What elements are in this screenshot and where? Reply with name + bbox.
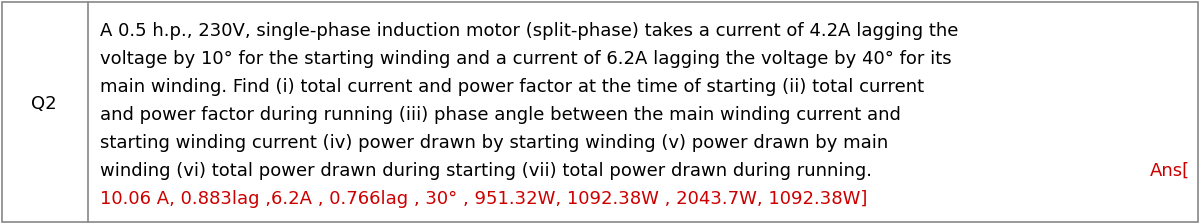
Text: Q2: Q2 <box>31 95 56 113</box>
Text: starting winding current (iv) power drawn by starting winding (v) power drawn by: starting winding current (iv) power draw… <box>100 134 888 152</box>
Text: 10.06 A, 0.883lag ,6.2A , 0.766lag , 30° , 951.32W, 1092.38W , 2043.7W, 1092.38W: 10.06 A, 0.883lag ,6.2A , 0.766lag , 30°… <box>100 190 868 208</box>
Text: winding (vi) total power drawn during starting (vii) total power drawn during ru: winding (vi) total power drawn during st… <box>100 162 872 180</box>
Text: Ans[: Ans[ <box>1150 162 1190 180</box>
Text: and power factor during running (iii) phase angle between the main winding curre: and power factor during running (iii) ph… <box>100 106 901 124</box>
Text: voltage by 10° for the starting winding and a current of 6.2A lagging the voltag: voltage by 10° for the starting winding … <box>100 50 952 68</box>
Text: A 0.5 h.p., 230V, single-phase induction motor (split-phase) takes a current of : A 0.5 h.p., 230V, single-phase induction… <box>100 22 959 40</box>
Text: main winding. Find (i) total current and power factor at the time of starting (i: main winding. Find (i) total current and… <box>100 78 924 96</box>
